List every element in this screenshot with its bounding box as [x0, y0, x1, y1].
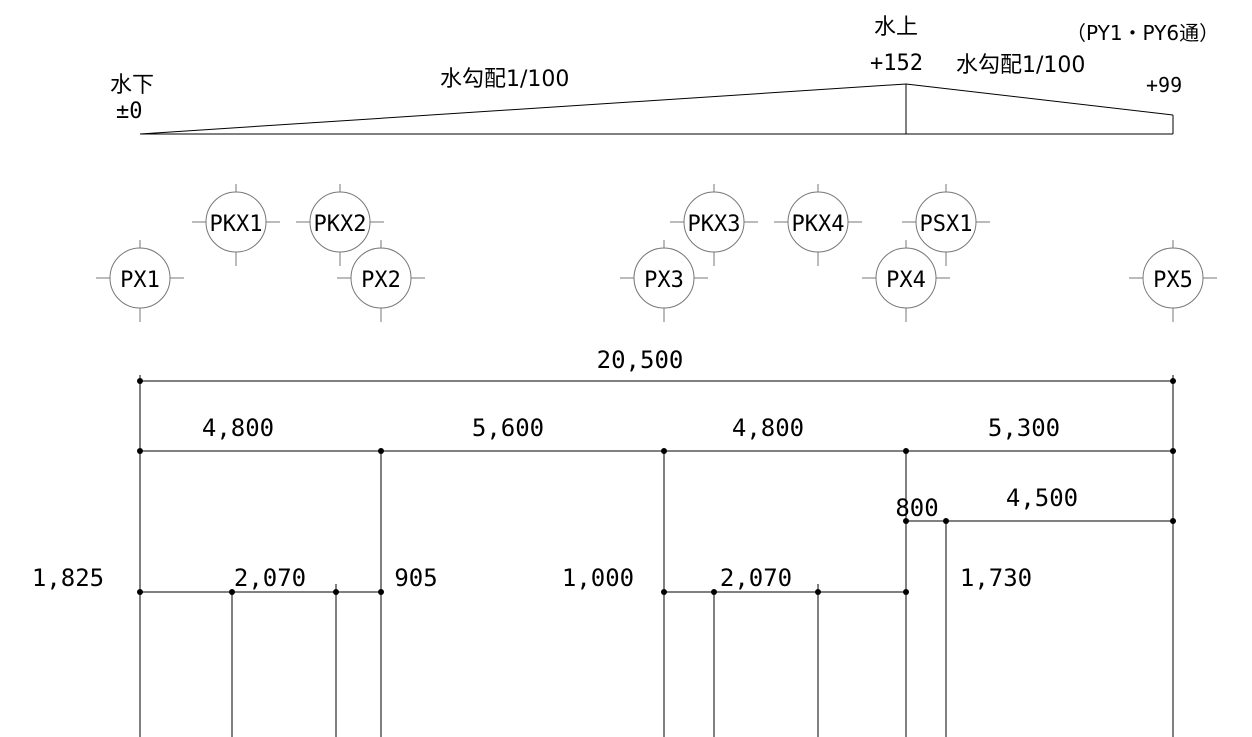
- dim-dot: [137, 589, 143, 595]
- water-high-value: +152: [870, 51, 923, 76]
- slope-label-left: 水勾配1/100: [440, 67, 569, 92]
- dim-dot: [943, 518, 949, 524]
- dim-dot: [229, 589, 235, 595]
- grid-label-pkx1: PKX1: [210, 212, 263, 237]
- dimension-dots: [137, 378, 1176, 595]
- grid-label-px4: PX4: [886, 268, 926, 293]
- dim-overall: 20,500: [597, 346, 684, 374]
- dim-dot: [661, 448, 667, 454]
- grid-bubble-psx1: PSX1: [902, 184, 990, 266]
- dim-lower-5: 2,070: [720, 564, 792, 592]
- dim-span-4: 5,300: [988, 414, 1060, 442]
- roof-slope-profile: [139, 83, 1174, 135]
- dim-dot: [903, 448, 909, 454]
- grid-note: （PY1・PY6通）: [1066, 21, 1219, 45]
- grid-label-px1: PX1: [120, 268, 160, 293]
- dim-dot: [137, 448, 143, 454]
- dim-dot: [903, 518, 909, 524]
- grid-label-px3: PX3: [644, 268, 684, 293]
- dim-lower-3: 905: [394, 564, 437, 592]
- dim-lower-1: 1,825: [32, 564, 104, 592]
- dim-lower-2: 2,070: [234, 564, 306, 592]
- dim-lower-4: 1,000: [562, 564, 634, 592]
- dim-sub-right: 4,500: [1006, 484, 1078, 512]
- grid-bubble-px1: PX1: [96, 240, 184, 322]
- water-low-value: ±0: [116, 99, 143, 124]
- grid-label-pkx4: PKX4: [792, 212, 845, 237]
- grid-bubble-px2: PX2: [337, 240, 425, 322]
- dim-dot: [378, 448, 384, 454]
- grid-label-px5: PX5: [1153, 268, 1193, 293]
- dim-dot: [378, 589, 384, 595]
- dim-span-3: 4,800: [732, 414, 804, 442]
- slope-label-right: 水勾配1/100: [956, 53, 1085, 78]
- grid-bubble-pkx1: PKX1: [192, 184, 280, 266]
- dim-dot: [333, 589, 339, 595]
- grid-bubbles: PKX1 PKX2 PKX3 PKX4 PSX1: [96, 184, 1217, 322]
- grid-label-pkx2: PKX2: [314, 212, 367, 237]
- end-level-value: +99: [1146, 73, 1182, 97]
- dim-dot: [815, 589, 821, 595]
- water-high-label: 水上: [874, 15, 918, 40]
- dim-dot: [1170, 518, 1176, 524]
- dim-dot: [711, 589, 717, 595]
- grid-bubble-px3: PX3: [620, 240, 708, 322]
- dim-dot: [1170, 378, 1176, 384]
- slope-line-right: [905, 83, 1174, 116]
- water-low-label: 水下: [110, 73, 154, 98]
- dim-lower-6: 1,730: [960, 564, 1032, 592]
- grid-bubble-px5: PX5: [1129, 240, 1217, 322]
- dim-sub-left: 800: [895, 494, 938, 522]
- grid-label-px2: PX2: [361, 268, 401, 293]
- grid-label-pkx3: PKX3: [688, 212, 741, 237]
- dim-span-2: 5,600: [472, 414, 544, 442]
- dim-dot: [661, 589, 667, 595]
- grid-bubble-pkx3: PKX3: [670, 184, 758, 266]
- dim-dot: [1170, 448, 1176, 454]
- grid-bubble-px4: PX4: [862, 240, 950, 322]
- grid-bubble-pkx2: PKX2: [296, 184, 384, 266]
- dim-span-1: 4,800: [202, 414, 274, 442]
- slope-line-left: [139, 83, 907, 135]
- dim-dot: [137, 378, 143, 384]
- grid-label-psx1: PSX1: [920, 212, 973, 237]
- grid-bubble-pkx4: PKX4: [774, 184, 862, 266]
- dim-dot: [903, 589, 909, 595]
